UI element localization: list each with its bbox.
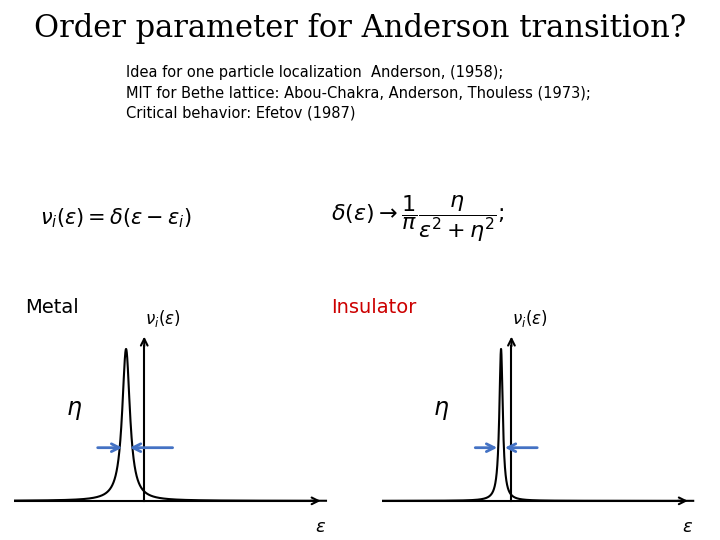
Text: $\delta(\epsilon) \rightarrow \dfrac{1}{\pi}\dfrac{\eta}{\epsilon^2 + \eta^2};$: $\delta(\epsilon) \rightarrow \dfrac{1}{… bbox=[331, 193, 505, 244]
Text: Critical behavior: Efetov (1987): Critical behavior: Efetov (1987) bbox=[126, 106, 356, 121]
Text: $\nu_i(\epsilon)$: $\nu_i(\epsilon)$ bbox=[145, 308, 180, 329]
Text: Order parameter for Anderson transition?: Order parameter for Anderson transition? bbox=[34, 14, 686, 44]
Text: Insulator: Insulator bbox=[331, 298, 417, 318]
Text: $\nu_i(\epsilon) = \delta(\epsilon - \epsilon_i)$: $\nu_i(\epsilon) = \delta(\epsilon - \ep… bbox=[40, 207, 192, 231]
Text: MIT for Bethe lattice: Abou-Chakra, Anderson, Thouless (1973);: MIT for Bethe lattice: Abou-Chakra, Ande… bbox=[126, 85, 591, 100]
Text: $\nu_i(\epsilon)$: $\nu_i(\epsilon)$ bbox=[512, 308, 547, 329]
Text: $\epsilon$: $\epsilon$ bbox=[315, 517, 326, 536]
Text: $\epsilon$: $\epsilon$ bbox=[683, 517, 693, 536]
Text: Metal: Metal bbox=[25, 298, 79, 318]
Text: Idea for one particle localization  Anderson, (1958);: Idea for one particle localization Ander… bbox=[126, 65, 503, 80]
Text: $\eta$: $\eta$ bbox=[433, 398, 449, 422]
Text: $\eta$: $\eta$ bbox=[66, 398, 82, 422]
